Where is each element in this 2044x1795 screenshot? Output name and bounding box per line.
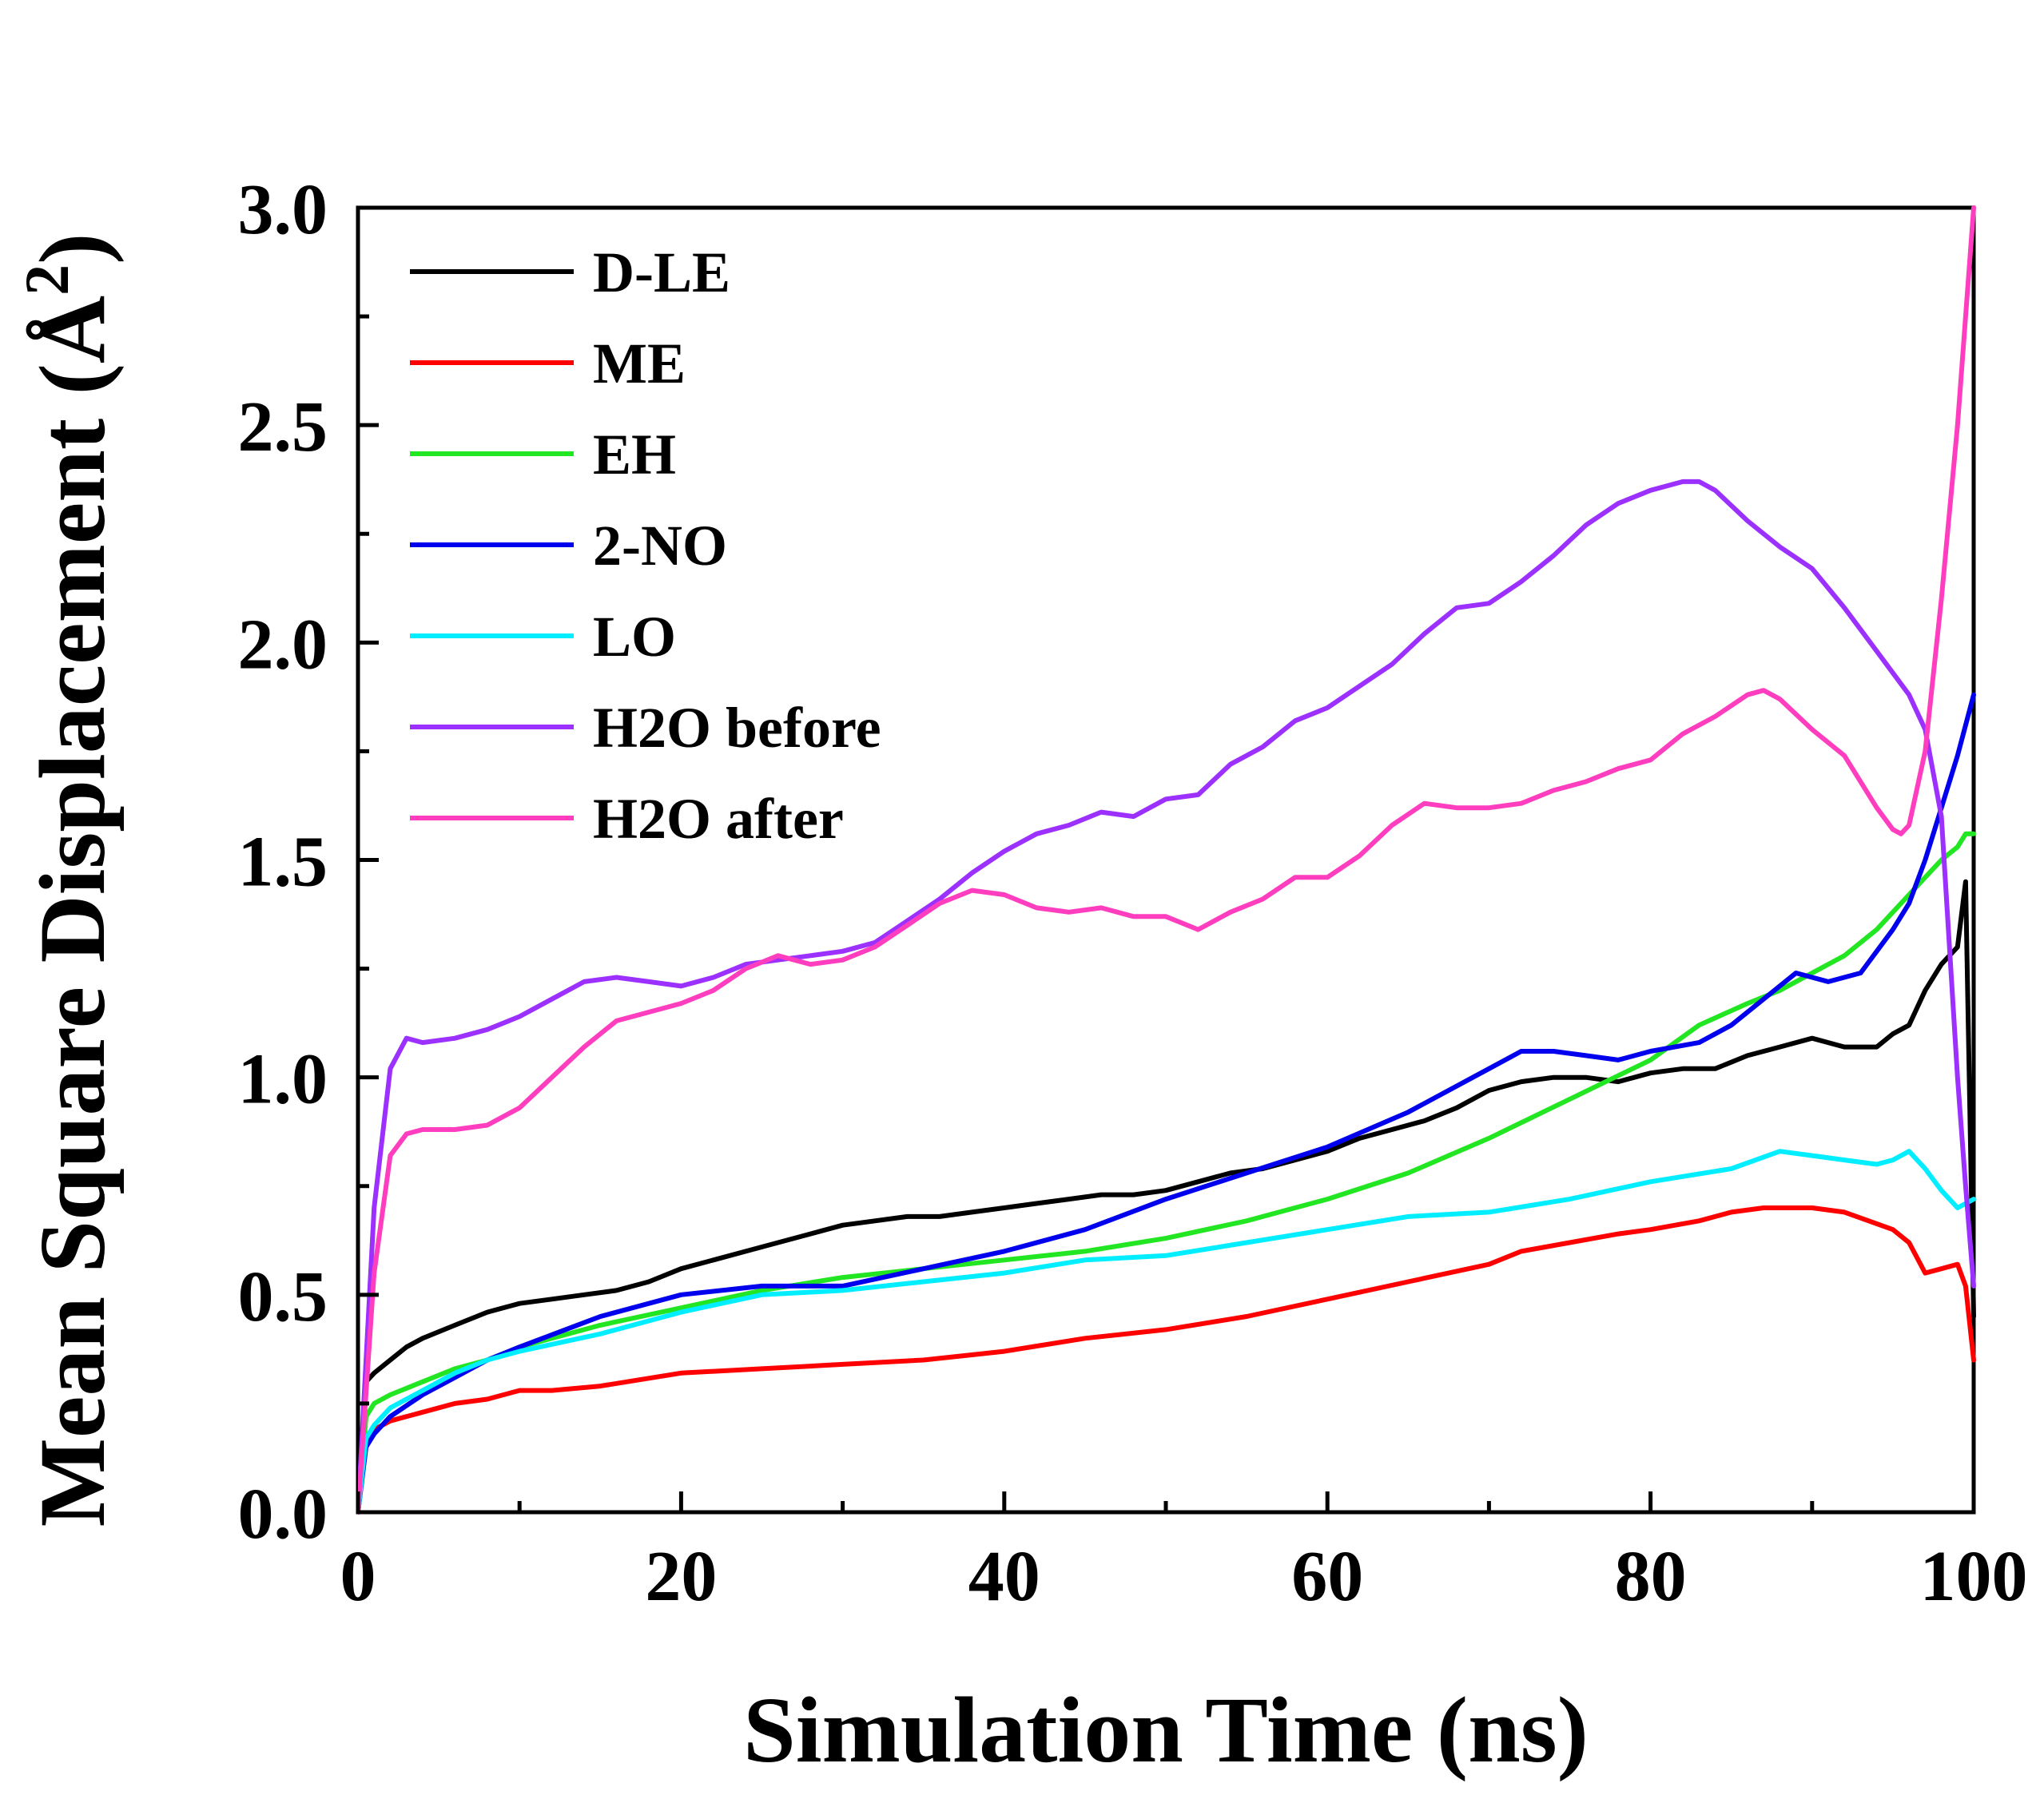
series-line-me [358,1205,1976,1515]
legend: D-LE ME EH 2-NO LO H2O before H2O after [410,240,881,851]
series-line-eh [358,831,1976,1515]
x-tick-label: 20 [645,1537,717,1616]
x-tick-label: 0 [340,1537,376,1616]
legend-label-2-no: 2-NO [593,514,727,578]
legend-label-eh: EH [593,423,676,486]
y-tick-label: 2.5 [238,387,328,467]
y-tick-label: 0.5 [238,1257,328,1336]
y-tick-label: 3.0 [238,170,328,249]
legend-label-h2o-after: H2O after [593,787,844,851]
y-axis-title-main: Mean Square Displacement ( [20,363,125,1527]
y-axis-title: Mean Square Displacement (Å2) [12,233,125,1527]
y-tick-label: 1.0 [238,1040,328,1119]
series-line-d-le [358,879,1976,1515]
y-axis-title-unit: Å [20,296,125,363]
y-tick-label: 0.0 [238,1475,328,1554]
y-tick-label: 1.5 [238,823,328,902]
y-axis: 0.0 0.5 1.0 1.5 2.0 2.5 3.0 [238,170,379,1554]
x-tick-label: 100 [1920,1537,2028,1616]
x-axis-title: Simulation Time (ns) [743,1678,1589,1782]
x-tick-label: 80 [1615,1537,1687,1616]
legend-label-h2o-before: H2O before [593,696,881,760]
series-line-h2o-before [358,479,1976,1515]
series-line-h2o-after [358,205,1976,1515]
y-tick-label: 2.0 [238,605,328,684]
x-tick-label: 60 [1291,1537,1363,1616]
legend-label-me: ME [593,332,686,395]
x-tick-label: 40 [968,1537,1040,1616]
legend-label-lo: LO [593,605,676,669]
series-line-lo [358,1149,1976,1515]
y-axis-title-superscript: 2 [12,264,82,296]
series-lines [358,205,1976,1515]
y-axis-title-close: ) [20,233,125,264]
x-axis: 0 20 40 60 80 100 [340,1491,2028,1616]
legend-label-d-le: D-LE [593,240,730,304]
